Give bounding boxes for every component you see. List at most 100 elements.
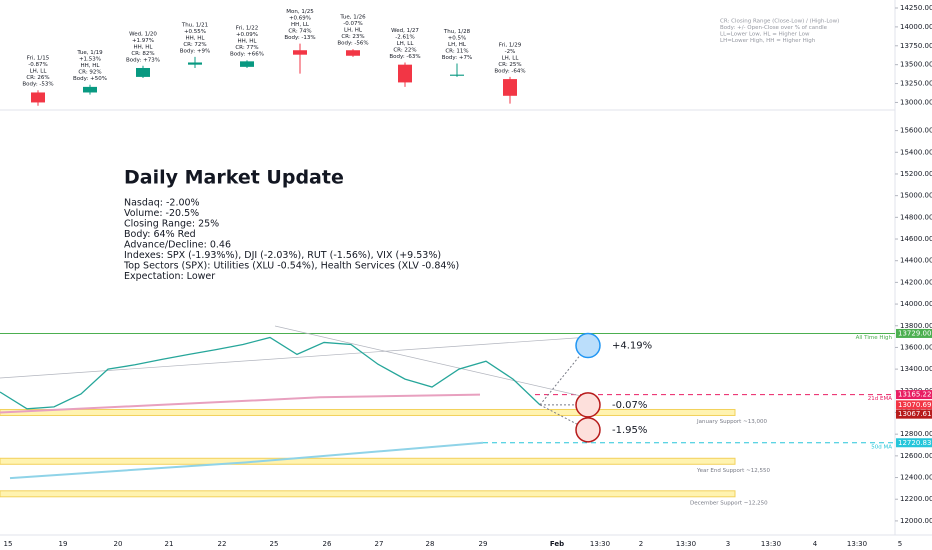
candle-annotation: HH, LL	[291, 22, 310, 28]
price-tag-label: 12720.83	[898, 439, 931, 447]
candle-body	[293, 50, 307, 55]
level-name: All Time High	[856, 335, 893, 341]
x-tick-label: 27	[375, 540, 384, 548]
candle-body	[240, 61, 254, 67]
legend-note: Body: +/- Open-Close over % of candle	[720, 25, 828, 31]
x-tick-label: 4	[813, 540, 818, 548]
candle-annotation: Tue, 1/26	[339, 15, 366, 21]
x-tick-label: 13:30	[847, 540, 867, 548]
y-tick-label: 14400.00	[900, 257, 932, 265]
level-name: 21d EMA	[868, 396, 892, 402]
candle-annotation: HH, HL	[81, 63, 101, 69]
candle-annotation: +0.69%	[289, 16, 311, 22]
price-tag	[896, 438, 932, 448]
summary-line: Body: 64% Red	[124, 229, 196, 240]
y-tick-label: 14600.00	[900, 235, 932, 243]
price-tag-label: 13729.00	[898, 329, 931, 337]
moving-average	[0, 393, 481, 414]
candle-annotation: Mon, 1/25	[286, 9, 314, 15]
y-tick-label: 15400.00	[900, 148, 932, 156]
candle-annotation: Wed, 1/27	[391, 28, 419, 34]
legend-note: LL=Lower Low, HL = Higher Low	[720, 32, 810, 38]
candle-annotation: Body: +9%	[180, 48, 210, 54]
x-tick-label: 3	[726, 540, 730, 548]
summary-line: Top Sectors (SPX): Utilities (XLU -0.54%…	[123, 261, 459, 272]
y-tick-label: 13800.00	[900, 322, 932, 330]
candle-body	[503, 79, 517, 96]
y-tick-label: 12400.00	[900, 474, 932, 482]
candle-annotation: Fri, 1/29	[499, 42, 522, 48]
support-band	[0, 457, 736, 465]
candle-annotation: HH, HL	[238, 39, 258, 45]
legend-note: CR: Closing Range (Close-Low) / (High-Lo…	[720, 19, 839, 25]
candle-annotation: +1.53%	[79, 57, 101, 63]
summary-line: Volume: -20.5%	[124, 208, 199, 219]
candle-annotation: +0.5%	[448, 36, 467, 42]
candle-body	[346, 50, 360, 56]
x-tick-label: 20	[114, 540, 123, 548]
candle-annotation: Body: -56%	[337, 41, 368, 47]
candle-body	[188, 62, 202, 65]
candle-annotation: Fri, 1/22	[236, 26, 258, 32]
candle-annotation: Thu, 1/28	[443, 29, 471, 35]
trendline	[0, 336, 591, 379]
candle-annotation: +0.55%	[184, 29, 206, 35]
candle-annotation: Body: +50%	[73, 76, 107, 82]
x-tick-label: 19	[59, 540, 68, 548]
x-tick-label: 13:30	[761, 540, 781, 548]
y-tick-label: 13400.00	[900, 365, 932, 373]
candle-annotation: -2.61%	[395, 34, 414, 40]
y-tick-label: 15200.00	[900, 170, 932, 178]
candle-annotation: +1.97%	[132, 38, 154, 44]
y-tick-label: 12200.00	[900, 495, 932, 503]
candle-annotation: LH, HL	[448, 42, 467, 48]
candle-annotation: LH, HL	[344, 28, 363, 34]
support-label: December Support ~12,250	[690, 500, 768, 506]
price-tag	[896, 409, 932, 419]
candle-annotation: CR: 72%	[183, 42, 206, 48]
candle-annotation: -0.07%	[343, 21, 362, 27]
candle-annotation: Wed, 1/20	[129, 31, 157, 37]
candle-annotation: +0.09%	[236, 32, 258, 38]
candle-annotation: CR: 82%	[131, 51, 154, 57]
y-tick-label: 13000.00	[900, 98, 932, 106]
price-tag-label: 13165.22	[898, 391, 931, 399]
candle-annotation: Body: -64%	[494, 68, 525, 74]
summary-line: Expectation: Lower	[124, 271, 215, 282]
support-band	[0, 408, 736, 416]
support-label: Year End Support ~12,550	[696, 468, 770, 474]
target-label: -1.95%	[612, 425, 647, 436]
price-tag	[896, 390, 932, 400]
summary-line: Indexes: SPX (-1.93%%), DJI (-2.03%), RU…	[124, 250, 441, 261]
x-tick-label: 13:30	[590, 540, 610, 548]
price-tag-label: 13067.61	[898, 410, 931, 418]
projection	[539, 345, 589, 406]
price-tag	[896, 400, 932, 410]
y-tick-label: 14000.00	[900, 23, 932, 31]
candle-annotation: LH, LL	[30, 69, 48, 75]
trendline	[274, 325, 591, 399]
support-label: January Support ~13,000	[696, 419, 767, 425]
candle-annotation: Body: +7%	[442, 55, 472, 61]
candle-annotation: HH, HL	[186, 35, 206, 41]
candle-annotation: Body: +66%	[230, 52, 264, 58]
target-circle	[575, 332, 601, 359]
x-tick-label: 25	[270, 540, 279, 548]
candle-annotation: Fri, 1/15	[27, 56, 50, 62]
y-tick-label: 15000.00	[900, 192, 932, 200]
level-name: 50d MA	[871, 444, 892, 450]
candle-annotation: CR: 92%	[78, 70, 101, 76]
candle-body	[450, 74, 464, 76]
candle-annotation: HH, HL	[134, 44, 154, 50]
x-tick-label: 5	[898, 540, 902, 548]
candle-annotation: Body: -63%	[389, 54, 420, 60]
candle-annotation: LH, LL	[502, 55, 520, 61]
target-circle	[575, 392, 601, 418]
target-label: +4.19%	[612, 340, 652, 351]
price-tag	[896, 328, 932, 338]
y-tick-label: 12600.00	[900, 452, 932, 460]
candle-annotation: Thu, 1/21	[181, 22, 208, 28]
y-tick-label: 14000.00	[900, 300, 932, 308]
summary-line: Closing Range: 25%	[124, 219, 219, 230]
